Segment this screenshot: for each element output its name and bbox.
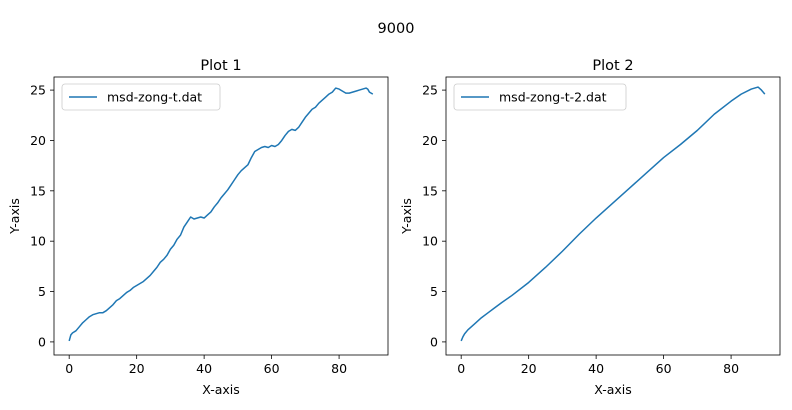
x-tick-label: 20 bbox=[521, 361, 537, 376]
subplot-2-xlabel: X-axis bbox=[594, 382, 632, 397]
x-tick-label: 0 bbox=[65, 361, 73, 376]
x-tick-label: 40 bbox=[196, 361, 212, 376]
y-tick-label: 0 bbox=[38, 334, 46, 349]
subplot-1-frame bbox=[53, 76, 389, 356]
y-tick-label: 0 bbox=[430, 334, 438, 349]
y-tick-label: 20 bbox=[422, 133, 438, 148]
x-tick-label: 20 bbox=[129, 361, 145, 376]
subplot-1-series-line bbox=[68, 87, 374, 342]
subplot-2: Plot 2 X-axis Y-axis 0 20 40 60 80 0 5 10 15 20 25… bbox=[399, 58, 781, 397]
subplot-1-ylabel: Y-axis bbox=[7, 198, 22, 235]
subplot-2-frame bbox=[445, 76, 781, 356]
subplot-2-legend-label: msd-zong-t-2.dat bbox=[499, 90, 607, 105]
x-tick-label: 80 bbox=[723, 361, 739, 376]
subplot-1-title: Plot 1 bbox=[200, 58, 241, 74]
subplot-2-title: Plot 2 bbox=[592, 58, 633, 74]
subplot-1: Plot 1 X-axis Y-axis 0 20 40 60 80 0 5 10 15 20 25… bbox=[7, 58, 389, 397]
subplot-2-ticks: 0 20 40 60 80 0 5 10 15 20 25 bbox=[422, 83, 739, 376]
x-tick-label: 60 bbox=[264, 361, 280, 376]
x-tick-label: 40 bbox=[588, 361, 604, 376]
y-tick-label: 25 bbox=[30, 83, 46, 98]
figure-suptitle: 9000 bbox=[378, 21, 415, 37]
y-tick-label: 5 bbox=[38, 284, 46, 299]
y-tick-label: 10 bbox=[30, 234, 46, 249]
x-tick-label: 60 bbox=[656, 361, 672, 376]
subplot-1-xlabel: X-axis bbox=[202, 382, 240, 397]
subplot-2-legend: msd-zong-t-2.dat bbox=[453, 83, 627, 111]
y-tick-label: 25 bbox=[422, 83, 438, 98]
subplot-1-legend-box bbox=[61, 83, 221, 111]
y-tick-label: 5 bbox=[430, 284, 438, 299]
subplot-2-ylabel: Y-axis bbox=[399, 198, 414, 235]
subplot-2-series-line bbox=[460, 86, 766, 342]
subplot-1-legend: msd-zong-t.dat bbox=[61, 83, 221, 111]
subplot-1-legend-label: msd-zong-t.dat bbox=[107, 90, 202, 105]
y-tick-label: 15 bbox=[422, 183, 438, 198]
x-tick-label: 0 bbox=[457, 361, 465, 376]
y-tick-label: 15 bbox=[30, 183, 46, 198]
subplot-1-ticks: 0 20 40 60 80 0 5 10 15 20 25 bbox=[30, 83, 347, 376]
y-tick-label: 20 bbox=[30, 133, 46, 148]
x-tick-label: 80 bbox=[331, 361, 347, 376]
y-tick-label: 10 bbox=[422, 234, 438, 249]
subplot-2-legend-box bbox=[453, 83, 627, 111]
